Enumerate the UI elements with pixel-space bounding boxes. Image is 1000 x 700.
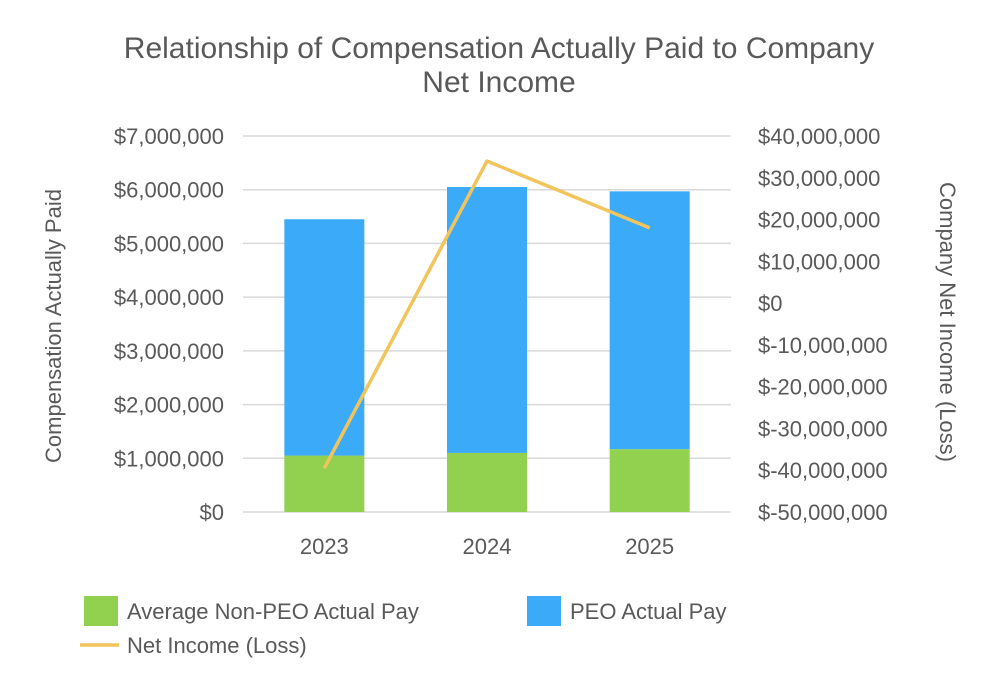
right-tick-label: $10,000,000 bbox=[758, 249, 880, 274]
left-axis-label: Compensation Actually Paid bbox=[41, 189, 66, 463]
left-tick-label: $5,000,000 bbox=[114, 231, 224, 256]
x-tick-label: 2023 bbox=[300, 534, 349, 559]
legend-label-net-income: Net Income (Loss) bbox=[127, 633, 307, 658]
bar-peo-2024 bbox=[447, 187, 527, 453]
left-tick-label: $1,000,000 bbox=[114, 446, 224, 471]
legend-swatch-non-peo bbox=[84, 596, 118, 626]
right-tick-label: $0 bbox=[758, 291, 782, 316]
right-tick-label: $-50,000,000 bbox=[758, 500, 888, 525]
right-tick-label: $40,000,000 bbox=[758, 124, 880, 149]
bar-non-peo-2023 bbox=[284, 455, 365, 512]
left-axis-ticks: $0 $1,000,000 $2,000,000 $3,000,000 $4,000,0… bbox=[114, 124, 224, 525]
left-tick-label: $0 bbox=[200, 500, 224, 525]
x-tick-label: 2024 bbox=[463, 534, 512, 559]
right-axis-label: Company Net Income (Loss) bbox=[935, 182, 960, 462]
right-axis-ticks: $-50,000,000 $-40,000,000 $-30,000,000 $-20… bbox=[758, 124, 888, 525]
left-tick-label: $6,000,000 bbox=[114, 178, 224, 203]
bar-peo-2025 bbox=[609, 191, 690, 450]
left-tick-label: $7,000,000 bbox=[114, 124, 224, 149]
legend: Average Non-PEO Actual Pay PEO Actual Pay… bbox=[80, 596, 727, 658]
line-series bbox=[322, 159, 651, 469]
right-tick-label: $-10,000,000 bbox=[758, 333, 888, 358]
bar-peo-2023 bbox=[284, 219, 365, 456]
legend-label-peo: PEO Actual Pay bbox=[570, 599, 727, 624]
left-tick-label: $2,000,000 bbox=[114, 393, 224, 418]
chart-title-line-2: Net Income bbox=[422, 66, 575, 99]
x-axis-ticks: 2023 2024 2025 bbox=[300, 534, 674, 559]
bar-non-peo-2025 bbox=[609, 449, 690, 512]
legend-swatch-peo bbox=[527, 596, 561, 626]
right-tick-label: $-20,000,000 bbox=[758, 375, 888, 400]
right-tick-label: $-30,000,000 bbox=[758, 416, 888, 441]
chart-title: Relationship of Compensation Actually Pa… bbox=[124, 32, 874, 99]
chart-title-line-1: Relationship of Compensation Actually Pa… bbox=[124, 32, 874, 65]
bar-series bbox=[284, 187, 690, 512]
bar-non-peo-2024 bbox=[447, 452, 527, 512]
left-tick-label: $3,000,000 bbox=[114, 339, 224, 364]
right-tick-label: $20,000,000 bbox=[758, 208, 880, 233]
left-tick-label: $4,000,000 bbox=[114, 285, 224, 310]
x-tick-label: 2025 bbox=[625, 534, 674, 559]
right-tick-label: $-40,000,000 bbox=[758, 458, 888, 483]
legend-label-non-peo: Average Non-PEO Actual Pay bbox=[127, 599, 419, 624]
right-tick-label: $30,000,000 bbox=[758, 166, 880, 191]
